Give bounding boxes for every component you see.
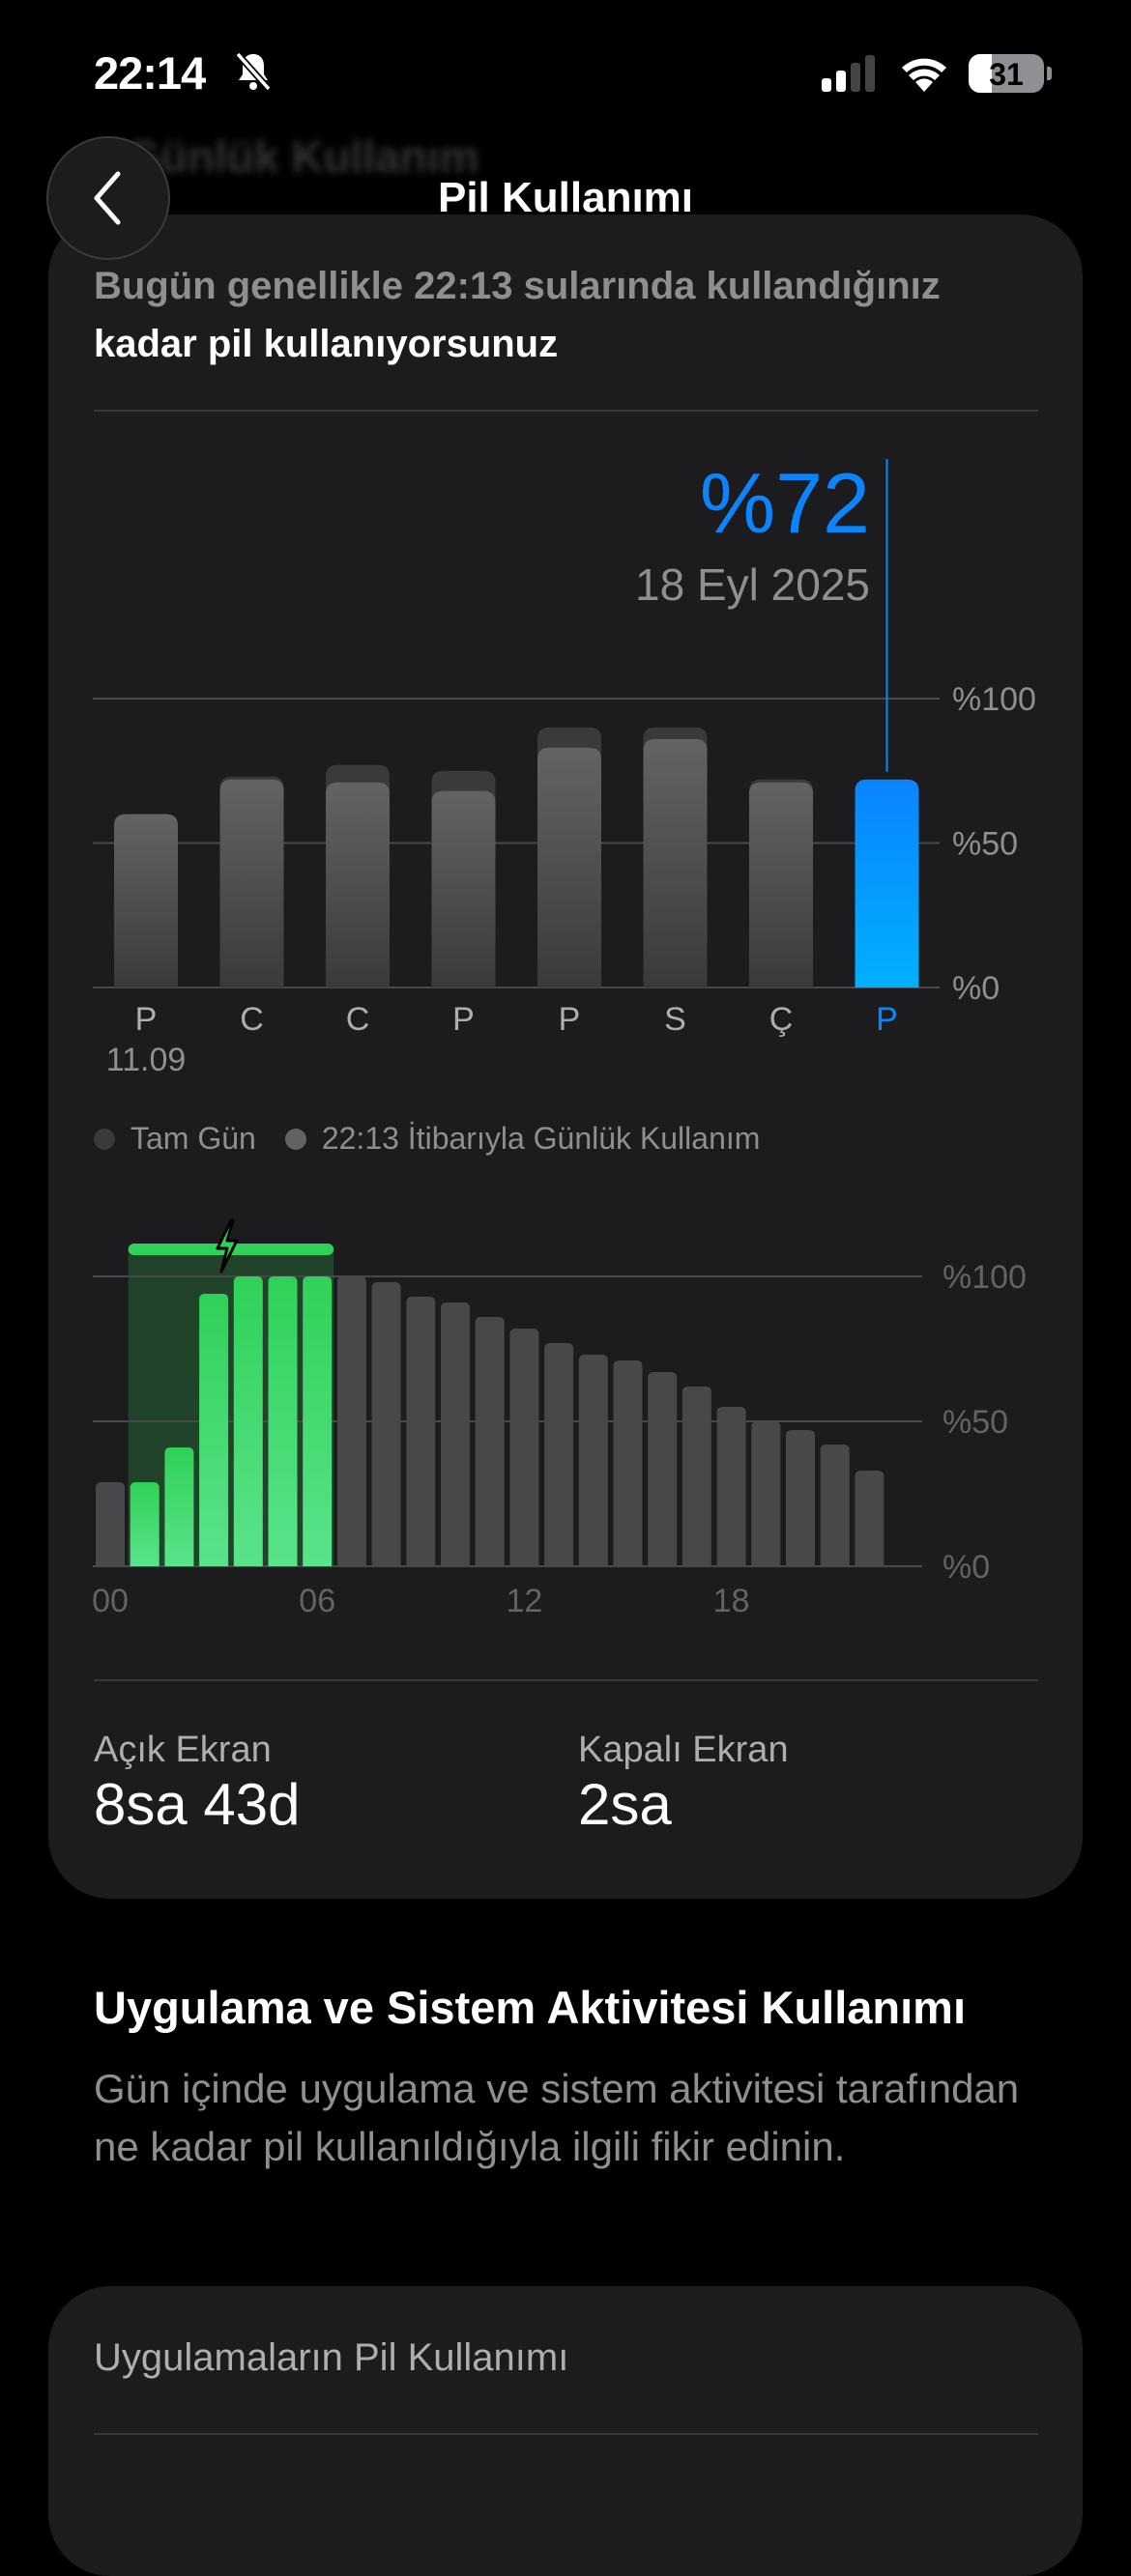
y-tick-label: %0 xyxy=(942,1549,990,1586)
status-time: 22:14 xyxy=(94,47,206,99)
y-tick-label: %100 xyxy=(942,1259,1027,1296)
bar-partial-day xyxy=(326,782,390,987)
divider xyxy=(94,1679,1038,1681)
x-tick-label: P xyxy=(559,1001,581,1038)
wifi-icon xyxy=(902,58,946,92)
legend-label-partial-day: 22:13 İtibarıyla Günlük Kullanım xyxy=(321,1121,761,1156)
bar-hour xyxy=(648,1372,678,1566)
bar-hour xyxy=(336,1276,366,1566)
divider xyxy=(94,410,1038,412)
bar-partial-day xyxy=(219,779,284,987)
chevron-left-icon xyxy=(94,171,121,225)
bar-hour xyxy=(406,1297,436,1566)
screen-off-stat: Kapalı Ekran 2sa xyxy=(578,1730,789,1838)
usage-summary: Bugün genellikle 22:13 sularında kulland… xyxy=(94,257,1051,373)
bar-hour xyxy=(475,1317,505,1566)
bar-hour xyxy=(441,1302,470,1566)
stat-label: Açık Ekran xyxy=(94,1730,272,1770)
bar-charging-hour xyxy=(268,1276,298,1566)
section-title: Uygulama ve Sistem Aktivitesi Kullanımı xyxy=(94,1982,967,2033)
bar-charging-hour xyxy=(130,1482,160,1566)
divider xyxy=(94,2433,1038,2435)
x-tick-label: C xyxy=(240,1001,264,1038)
screen-on-stat: Açık Ekran 8sa 43d xyxy=(94,1730,301,1838)
bar-hour xyxy=(613,1360,643,1566)
x-tick-label: 00 xyxy=(92,1583,129,1619)
bar-hour xyxy=(371,1282,401,1566)
x-tick-label: C xyxy=(346,1001,370,1038)
stat-value: 8sa 43d xyxy=(94,1772,301,1837)
bar-hour xyxy=(855,1471,884,1566)
bar-partial-day xyxy=(114,814,178,987)
x-tick-label: 12 xyxy=(506,1583,542,1619)
summary-line-2: kadar pil kullanıyorsunuz xyxy=(94,323,559,365)
legend-dot-partial-day xyxy=(284,1128,306,1150)
chart-legend: Tam Gün 22:13 İtibarıyla Günlük Kullanım xyxy=(94,1121,760,1157)
back-button[interactable] xyxy=(46,136,170,260)
x-tick-label: 06 xyxy=(299,1583,335,1619)
y-tick-label: %50 xyxy=(942,1404,1008,1441)
cellular-signal-icon xyxy=(822,55,875,92)
battery-level: 31 xyxy=(989,57,1024,92)
x-tick-label: S xyxy=(664,1001,686,1038)
stat-value: 2sa xyxy=(578,1772,672,1837)
bar-hour xyxy=(820,1445,850,1566)
battery-icon: 31 xyxy=(969,54,1044,93)
legend-dot-full-day xyxy=(94,1128,115,1150)
bar-charging-hour xyxy=(233,1276,263,1566)
hourly-battery-chart[interactable]: %100 %50 %0 00 06 12 18 xyxy=(0,1198,1131,1633)
battery-usage-card xyxy=(48,215,1083,1899)
y-tick-label: %0 xyxy=(952,970,1000,1007)
weekly-battery-chart[interactable]: %100 %50 %0 P 11.09 C C P P S Ç P xyxy=(0,444,1131,1082)
bar-charging-hour xyxy=(164,1447,194,1566)
bar-charging-hour xyxy=(303,1276,333,1566)
stat-label: Kapalı Ekran xyxy=(578,1730,789,1770)
selected-date: 18 Eyl 2025 xyxy=(635,559,870,610)
bar-partial-day xyxy=(643,738,708,987)
bar-hour xyxy=(96,1482,125,1566)
charging-bolt-icon xyxy=(216,1218,239,1274)
apps-card-title[interactable]: Uygulamaların Pil Kullanımı xyxy=(94,2336,569,2379)
bar-hour xyxy=(751,1421,781,1566)
x-tick-label: Ç xyxy=(769,1001,794,1038)
apps-battery-card xyxy=(48,2286,1083,2576)
bar-hour xyxy=(716,1407,746,1566)
summary-line-1: Bugün genellikle 22:13 sularında kulland… xyxy=(94,265,941,307)
legend-label-full-day: Tam Gün xyxy=(130,1121,256,1156)
bar-partial-day xyxy=(749,782,813,987)
bell-slash-icon xyxy=(232,50,275,98)
bar-hour xyxy=(509,1329,539,1566)
x-tick-sublabel: 11.09 xyxy=(106,1042,187,1078)
bar-partial-day xyxy=(431,790,496,987)
y-tick-label: %50 xyxy=(952,826,1018,863)
x-tick-label: P xyxy=(876,1001,898,1038)
behind-title: Günlük Kullanım xyxy=(126,131,479,182)
section-description: Gün içinde uygulama ve sistem aktivitesi… xyxy=(94,2066,1020,2169)
bar-selected xyxy=(855,779,919,987)
bar-hour xyxy=(682,1387,711,1566)
x-tick-label: P xyxy=(452,1001,475,1038)
y-tick-label: %100 xyxy=(952,681,1036,718)
bar-hour xyxy=(786,1430,815,1566)
x-tick-label: P xyxy=(135,1001,158,1038)
x-tick-label: 18 xyxy=(713,1583,750,1619)
bar-hour xyxy=(544,1343,574,1566)
bar-hour xyxy=(578,1355,608,1566)
bar-charging-hour xyxy=(199,1294,229,1566)
page-title: Pil Kullanımı xyxy=(437,174,694,221)
charging-region xyxy=(128,1249,334,1566)
selected-value: %72 xyxy=(699,455,870,551)
bar-partial-day xyxy=(537,747,601,987)
